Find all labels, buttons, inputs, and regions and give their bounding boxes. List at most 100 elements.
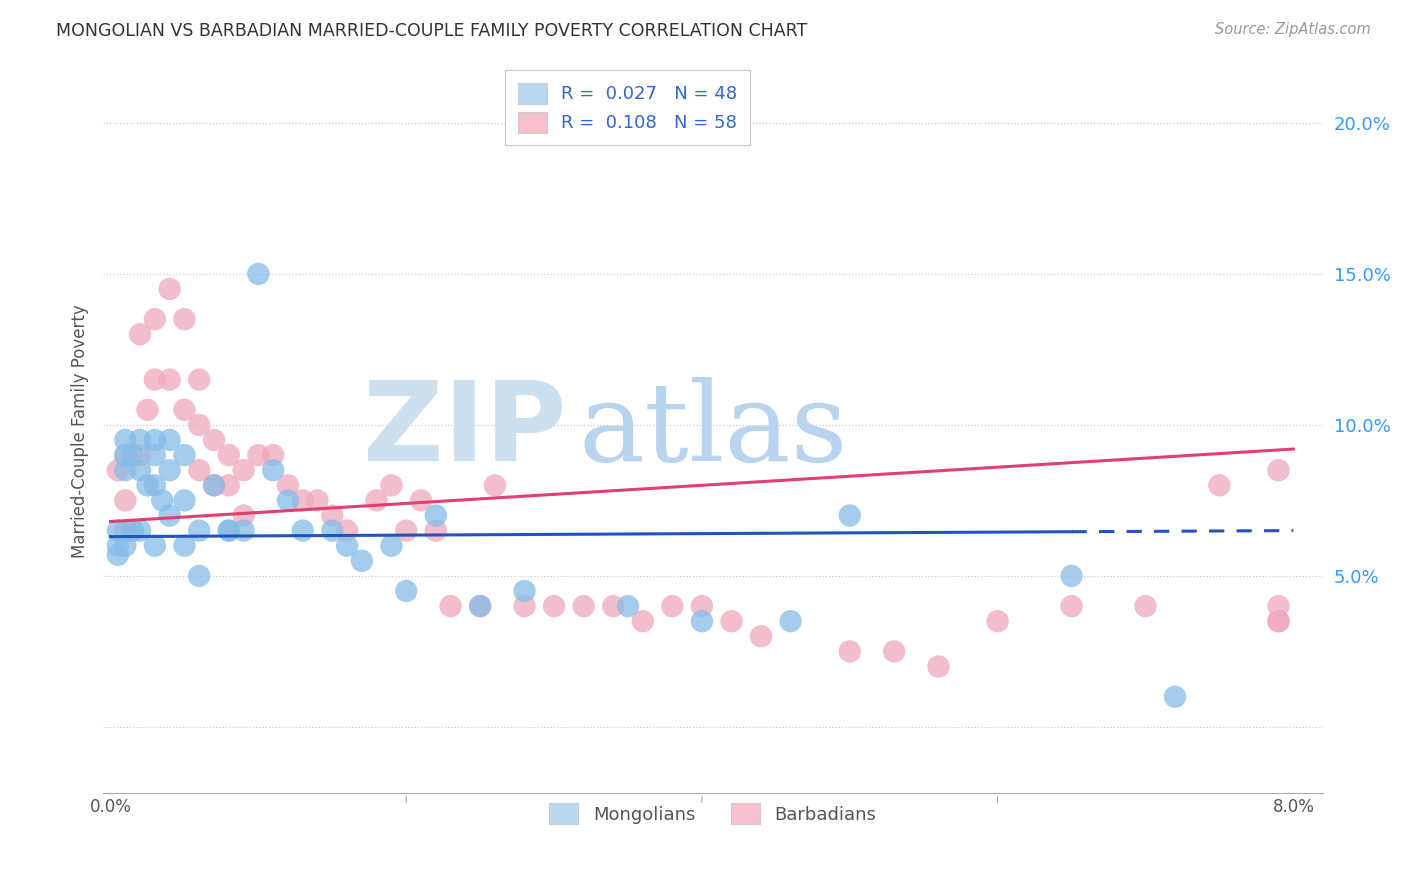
Point: [202, 433, 225, 447]
Point: [159, 373, 181, 387]
Point: [425, 524, 447, 538]
Y-axis label: Married-Couple Family Poverty: Married-Couple Family Poverty: [72, 304, 89, 558]
Point: [749, 629, 772, 643]
Point: [129, 463, 152, 477]
Point: [987, 614, 1010, 628]
Point: [543, 599, 565, 613]
Point: [188, 569, 211, 583]
Point: [690, 614, 713, 628]
Point: [513, 599, 536, 613]
Point: [107, 463, 129, 477]
Point: [202, 478, 225, 492]
Point: [129, 524, 152, 538]
Point: [1267, 463, 1289, 477]
Point: [291, 524, 314, 538]
Point: [1060, 569, 1083, 583]
Point: [114, 448, 136, 462]
Point: [159, 282, 181, 296]
Point: [838, 508, 860, 523]
Text: ZIP: ZIP: [363, 377, 567, 484]
Point: [350, 554, 373, 568]
Point: [121, 448, 143, 462]
Point: [188, 524, 211, 538]
Point: [188, 373, 211, 387]
Point: [336, 539, 359, 553]
Text: atlas: atlas: [579, 377, 848, 484]
Point: [336, 524, 359, 538]
Point: [1208, 478, 1230, 492]
Point: [173, 448, 195, 462]
Point: [114, 524, 136, 538]
Point: [513, 584, 536, 599]
Point: [129, 448, 152, 462]
Point: [114, 463, 136, 477]
Point: [1267, 599, 1289, 613]
Point: [143, 312, 166, 326]
Point: [484, 478, 506, 492]
Point: [720, 614, 742, 628]
Point: [232, 463, 254, 477]
Point: [468, 599, 491, 613]
Point: [173, 402, 195, 417]
Point: [129, 327, 152, 342]
Point: [321, 524, 343, 538]
Point: [395, 524, 418, 538]
Point: [143, 539, 166, 553]
Text: Source: ZipAtlas.com: Source: ZipAtlas.com: [1215, 22, 1371, 37]
Point: [1267, 614, 1289, 628]
Point: [262, 448, 284, 462]
Point: [232, 508, 254, 523]
Point: [838, 644, 860, 658]
Point: [883, 644, 905, 658]
Point: [114, 493, 136, 508]
Point: [114, 433, 136, 447]
Point: [107, 539, 129, 553]
Point: [602, 599, 624, 613]
Point: [395, 584, 418, 599]
Point: [107, 548, 129, 562]
Point: [1135, 599, 1157, 613]
Point: [425, 508, 447, 523]
Point: [129, 433, 152, 447]
Point: [572, 599, 595, 613]
Point: [143, 448, 166, 462]
Legend: Mongolians, Barbadians: Mongolians, Barbadians: [538, 792, 887, 835]
Point: [107, 524, 129, 538]
Point: [121, 524, 143, 538]
Point: [114, 448, 136, 462]
Point: [136, 402, 159, 417]
Point: [1267, 614, 1289, 628]
Point: [218, 524, 240, 538]
Point: [218, 478, 240, 492]
Point: [173, 493, 195, 508]
Point: [232, 524, 254, 538]
Point: [218, 524, 240, 538]
Point: [380, 539, 402, 553]
Point: [307, 493, 329, 508]
Point: [188, 463, 211, 477]
Point: [617, 599, 640, 613]
Point: [136, 478, 159, 492]
Text: MONGOLIAN VS BARBADIAN MARRIED-COUPLE FAMILY POVERTY CORRELATION CHART: MONGOLIAN VS BARBADIAN MARRIED-COUPLE FA…: [56, 22, 807, 40]
Point: [159, 433, 181, 447]
Point: [121, 524, 143, 538]
Point: [631, 614, 654, 628]
Point: [114, 539, 136, 553]
Point: [779, 614, 801, 628]
Point: [927, 659, 949, 673]
Point: [143, 478, 166, 492]
Point: [439, 599, 461, 613]
Point: [262, 463, 284, 477]
Point: [143, 433, 166, 447]
Point: [173, 312, 195, 326]
Point: [468, 599, 491, 613]
Point: [277, 478, 299, 492]
Point: [150, 493, 173, 508]
Point: [380, 478, 402, 492]
Point: [291, 493, 314, 508]
Point: [188, 417, 211, 432]
Point: [661, 599, 683, 613]
Point: [143, 373, 166, 387]
Point: [690, 599, 713, 613]
Point: [321, 508, 343, 523]
